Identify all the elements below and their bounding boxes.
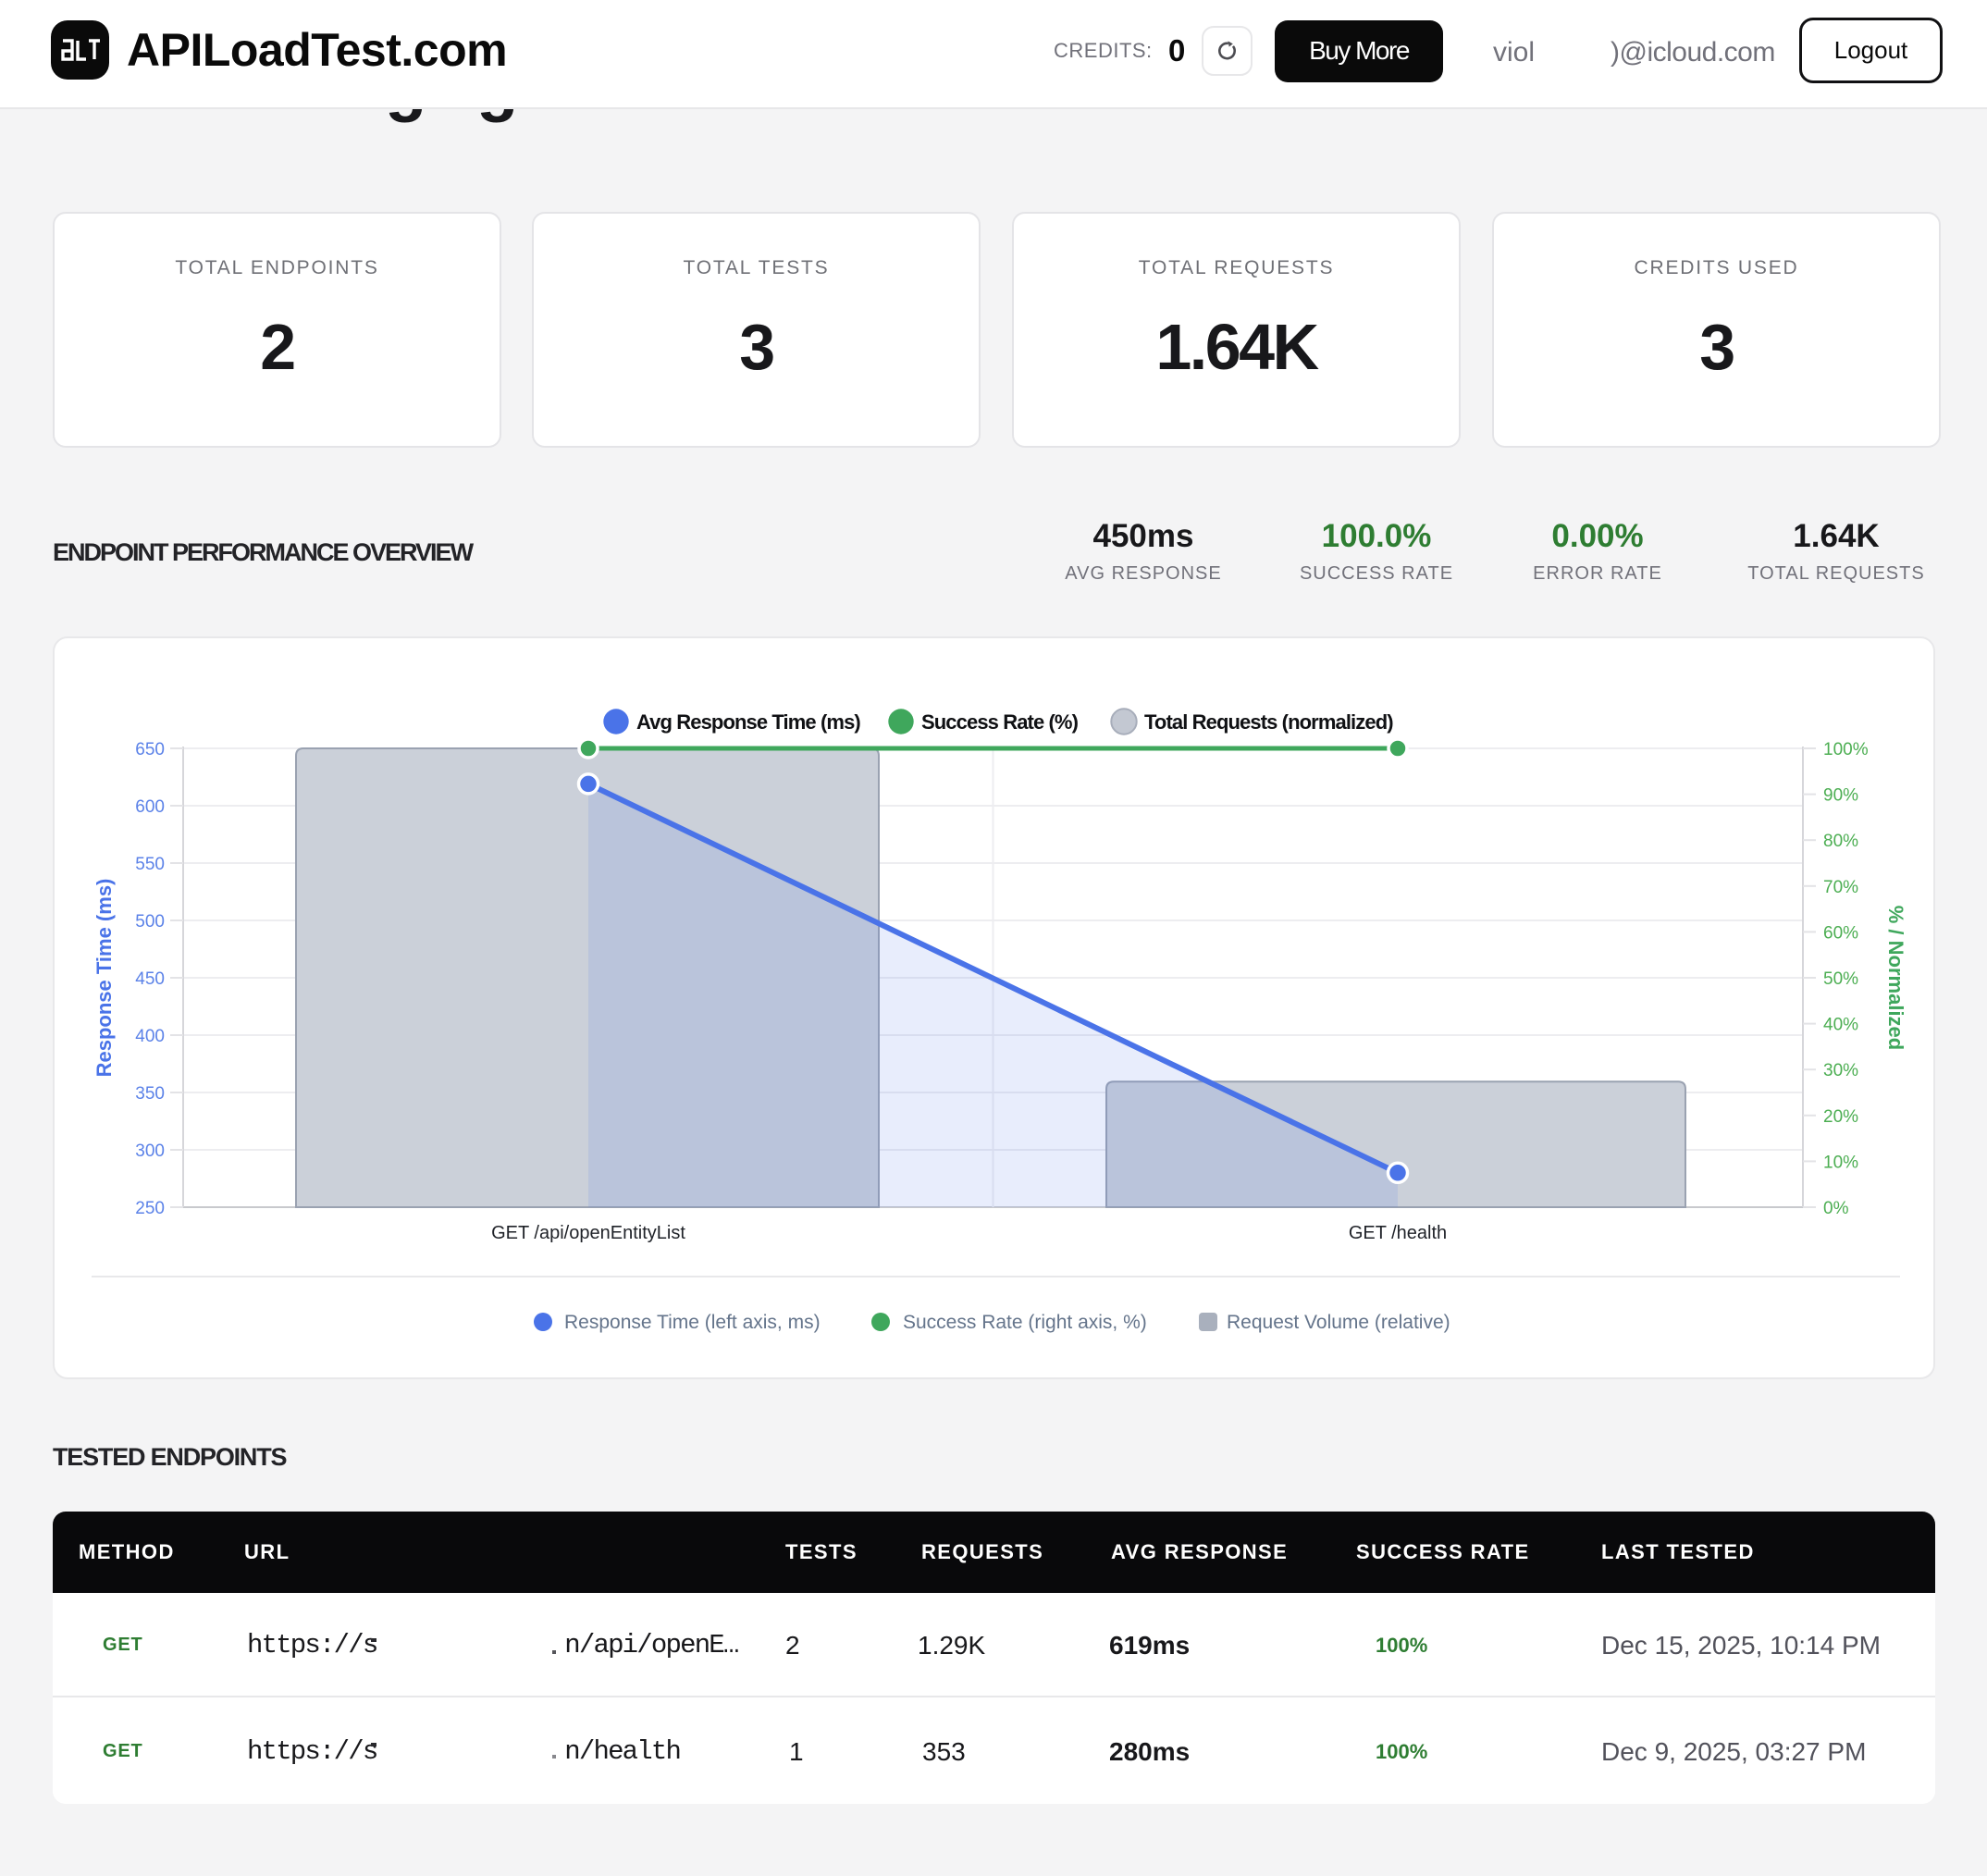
svg-text:GET /health: GET /health [1349,1223,1447,1243]
svg-text:90%: 90% [1823,786,1858,806]
svg-text:20%: 20% [1823,1107,1858,1127]
svg-text:650: 650 [135,740,165,759]
svg-text:Success Rate (right axis, %): Success Rate (right axis, %) [903,1312,1147,1333]
svg-text:30%: 30% [1823,1061,1858,1080]
svg-text:400: 400 [135,1027,165,1046]
svg-text:600: 600 [135,797,165,817]
svg-text:450: 450 [135,969,165,989]
svg-text:300: 300 [135,1142,165,1161]
svg-text:40%: 40% [1823,1016,1858,1035]
svg-text:Response Time (ms): Response Time (ms) [93,879,116,1078]
svg-text:500: 500 [135,912,165,932]
svg-text:0%: 0% [1823,1199,1849,1218]
svg-text:100%: 100% [1823,740,1869,759]
svg-text:70%: 70% [1823,878,1858,897]
svg-text:Total Requests (normalized): Total Requests (normalized) [1144,710,1393,734]
svg-text:10%: 10% [1823,1153,1858,1172]
svg-text:Request Volume (relative): Request Volume (relative) [1227,1312,1450,1333]
svg-text:550: 550 [135,855,165,874]
svg-text:80%: 80% [1823,832,1858,851]
svg-text:% / Normalized: % / Normalized [1884,906,1907,1050]
svg-text:Success Rate (%): Success Rate (%) [921,710,1079,734]
svg-text:250: 250 [135,1199,165,1218]
svg-text:GET /api/openEntityList: GET /api/openEntityList [491,1223,685,1243]
svg-text:350: 350 [135,1084,165,1104]
svg-text:Response Time (left axis, ms): Response Time (left axis, ms) [564,1312,821,1333]
svg-text:60%: 60% [1823,923,1858,943]
svg-text:Avg Response Time (ms): Avg Response Time (ms) [636,710,860,734]
svg-text:50%: 50% [1823,969,1858,989]
